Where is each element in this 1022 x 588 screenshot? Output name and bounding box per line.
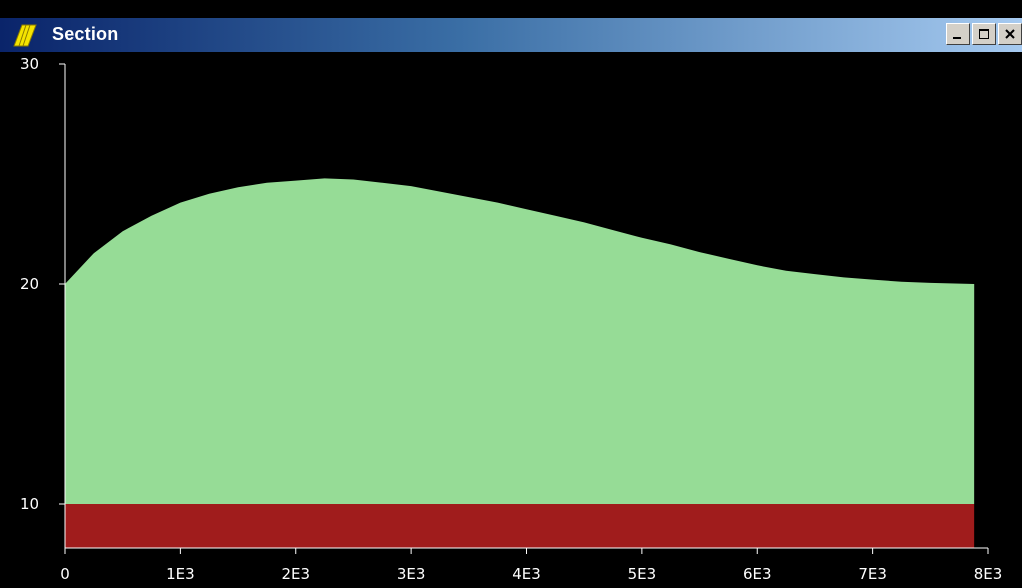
x-tick-label: 1E3 — [166, 565, 195, 583]
window-title: Section — [52, 24, 119, 44]
y-tick-label: 30 — [20, 55, 39, 73]
y-tick-label: 10 — [20, 495, 39, 513]
x-tick-label: 8E3 — [974, 565, 1003, 583]
upper-layer-area — [65, 178, 975, 504]
section-app-icon — [13, 24, 37, 47]
x-tick-label: 6E3 — [743, 565, 772, 583]
x-tick-label: 5E3 — [628, 565, 657, 583]
lower-layer-area — [65, 504, 975, 548]
maximize-button[interactable] — [972, 23, 996, 45]
x-tick-label: 7E3 — [858, 565, 887, 583]
close-icon — [1005, 29, 1015, 39]
x-tick-label: 3E3 — [397, 565, 426, 583]
window-controls — [946, 23, 1022, 45]
close-button[interactable] — [998, 23, 1022, 45]
minimize-button[interactable] — [946, 23, 970, 45]
x-tick-label: 4E3 — [512, 565, 541, 583]
x-tick-label: 0 — [60, 565, 70, 583]
title-bar[interactable]: Section — [0, 18, 1022, 52]
maximize-icon — [979, 29, 989, 39]
minimize-icon — [953, 37, 961, 39]
x-tick-label: 2E3 — [281, 565, 310, 583]
section-chart: 10 20 30 0 1E3 2E3 3E3 4E3 5E3 6E3 7E3 8E3 — [20, 55, 1003, 583]
y-tick-label: 20 — [20, 275, 39, 293]
